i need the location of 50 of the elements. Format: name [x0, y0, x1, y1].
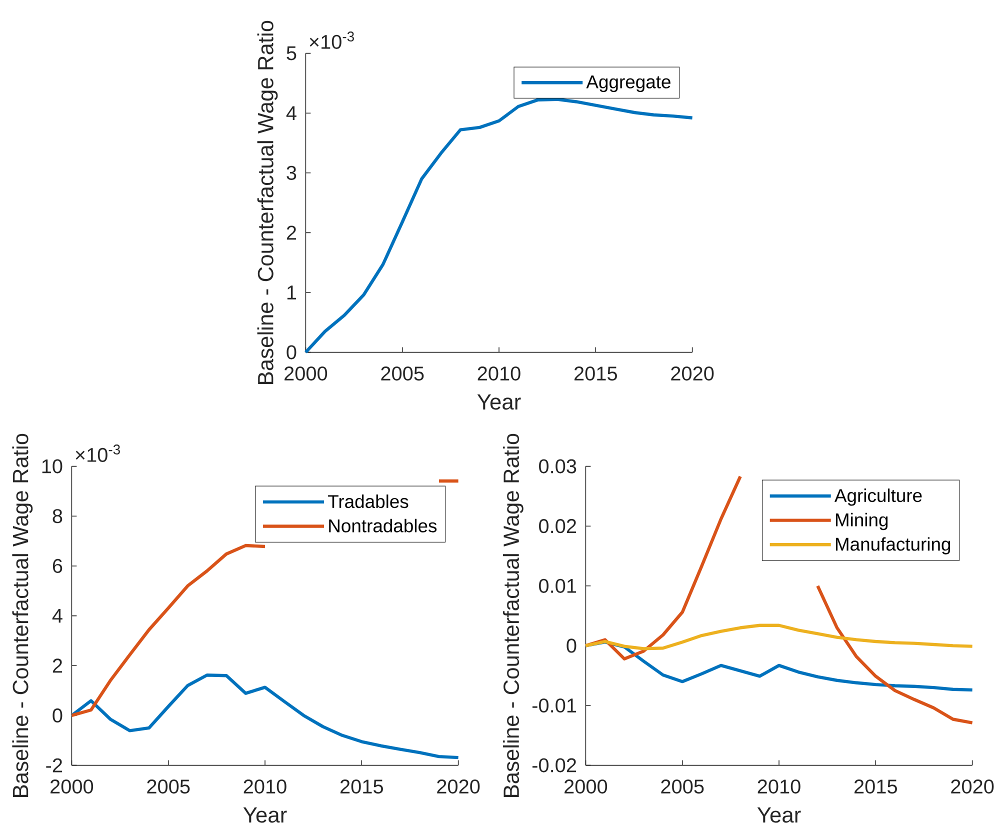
x-tick-label: 2000 [284, 366, 328, 381]
y-tick-label: 0.02 [539, 519, 576, 534]
y-tick-label: 3 [286, 166, 296, 180]
y-tick-label: 10 [42, 459, 62, 474]
y-axis-title: Baseline - Counterfactual Wage Ratio [502, 434, 524, 797]
y-tick-label: 0.03 [539, 459, 576, 474]
legend-label: Aggregate [586, 76, 670, 92]
x-axis-title: Year [757, 807, 801, 823]
y-tick-label: 1 [287, 286, 296, 300]
y-tick-label: 5 [286, 46, 296, 60]
x-tick-label: 2005 [661, 780, 704, 794]
x-tick-label: 2015 [854, 780, 897, 794]
y-tick-label: -0.02 [532, 758, 576, 772]
text: ×10$^{-3}$ [76, 444, 120, 462]
x-tick-label: 2010 [478, 366, 520, 381]
x-tick-label: 2000 [564, 780, 608, 794]
x-tick-label: 2015 [574, 366, 617, 381]
x-tick-label: 2010 [758, 780, 800, 794]
x-tick-label: 2020 [671, 366, 714, 381]
y-axis-title: Baseline - Counterfactual Wage Ratio [12, 434, 33, 797]
y-tick-label: 4 [286, 106, 296, 120]
y-tick-label: 0 [566, 638, 576, 653]
y-tick-label: -2 [46, 758, 62, 772]
x-tick-label: 2020 [951, 780, 994, 794]
y-tick-label: 0 [286, 345, 296, 360]
line-series [584, 624, 974, 650]
x-tick-label: 2000 [50, 780, 94, 794]
y-tick-label: 8 [52, 509, 62, 524]
legend-label: Agriculture [834, 488, 922, 506]
y-tick-label: -0.01 [532, 698, 576, 713]
x-tick-label: 2005 [381, 366, 424, 381]
y-tick-label: 2 [286, 226, 296, 240]
y-tick-label: 6 [52, 558, 62, 574]
x-axis-title: Year [477, 394, 521, 410]
y-tick-label: 4 [52, 608, 62, 623]
legend-label: Mining [836, 512, 888, 530]
legend-label: Manufacturing [836, 537, 950, 554]
legend-label: Nontradables [329, 518, 437, 532]
text: ×10$^{-3}$ [310, 32, 354, 49]
x-tick-label: 2020 [437, 780, 480, 794]
x-tick-label: 2010 [244, 780, 286, 794]
legend-label: Tradables [328, 494, 408, 508]
y-tick-label: 0 [52, 708, 62, 723]
line-series [70, 674, 460, 760]
x-axis-title: Year [243, 807, 287, 823]
x-tick-label: 2005 [147, 780, 190, 794]
x-tick-label: 2015 [340, 780, 383, 794]
y-tick-label: 0.01 [539, 578, 576, 593]
y-tick-label: 2 [52, 658, 62, 673]
y-axis-title: Baseline - Counterfactual Wage Ratio [257, 20, 278, 384]
